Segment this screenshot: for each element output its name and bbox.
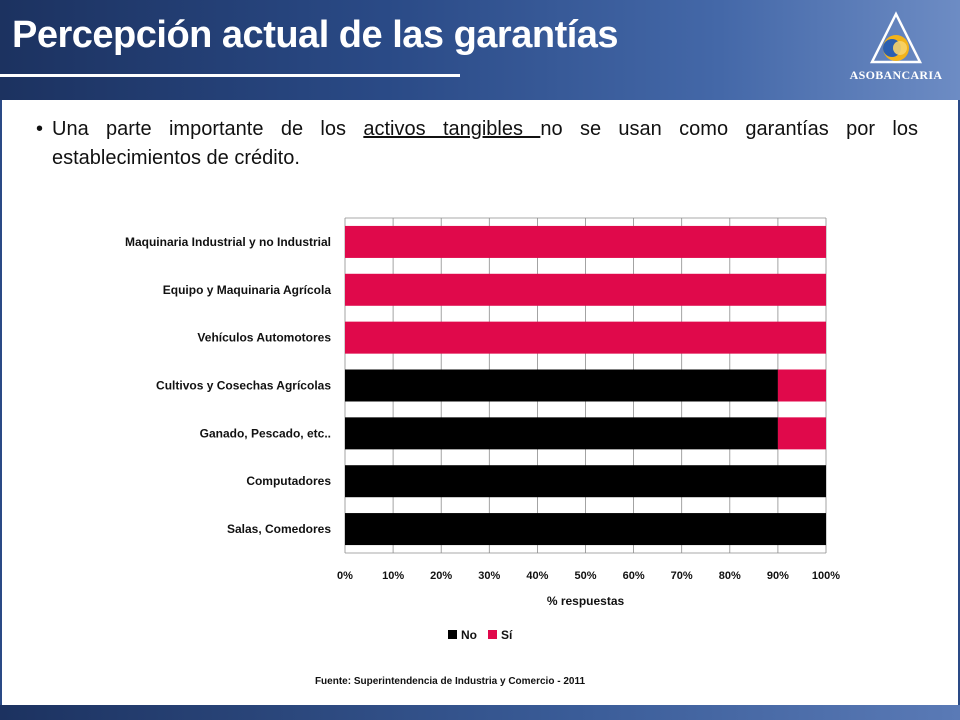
x-tick-label: 70% [671, 570, 693, 582]
category-label: Maquinaria Industrial y no Industrial [125, 235, 331, 249]
bullet-point: • Una parte importante de los activos ta… [36, 115, 918, 173]
bullet-text: Una parte importante de los activos tang… [52, 115, 918, 173]
legend-label: Sí [501, 628, 513, 642]
source-note: Fuente: Superintendencia de Industria y … [314, 676, 586, 687]
logo-emblem-icon [869, 11, 923, 64]
logo-wordmark: ASOBANCARIA [849, 68, 943, 82]
bullet-text-underlined: activos tangibles [363, 118, 541, 140]
category-label: Computadores [246, 474, 331, 488]
bar-no-segment [345, 513, 826, 546]
x-tick-label: 90% [767, 570, 789, 582]
x-tick-label: 60% [623, 570, 645, 582]
x-tick-label: 80% [719, 570, 741, 582]
bar-si-segment [345, 273, 826, 306]
asobancaria-logo: ASOBANCARIA [842, 10, 950, 92]
x-tick-label: 40% [526, 570, 548, 582]
category-label: Cultivos y Cosechas Agrícolas [156, 379, 331, 393]
right-border [958, 100, 960, 705]
bar-no-segment [345, 417, 778, 450]
bullet-text-suffix: no se usan como garantías por los establ… [52, 118, 918, 169]
x-tick-label: 10% [382, 570, 404, 582]
bar-no-segment [345, 465, 826, 498]
category-label: Vehículos Automotores [197, 331, 331, 345]
bar-si-segment [345, 225, 826, 258]
bullet-icon: • [36, 118, 44, 140]
bullet-text-prefix: Una parte importante de los [52, 118, 364, 140]
legend-swatch-no [448, 630, 457, 639]
legend-swatch-si [488, 630, 497, 639]
bar-si-segment [777, 369, 826, 402]
slide-title: Percepción actual de las garantías [12, 14, 619, 56]
bar-si-segment [777, 417, 826, 450]
x-axis-label: % respuestas [547, 594, 625, 608]
legend-label: No [461, 628, 477, 642]
stacked-bar-chart: 0% 10% 20% 30% 40% 50% 60% 70% 80% 90% 100% Maquina… [125, 217, 840, 642]
category-label: Ganado, Pescado, etc.. [200, 426, 331, 440]
slide-footer [0, 705, 960, 720]
x-tick-label: 30% [478, 570, 500, 582]
x-tick-label: 20% [430, 570, 452, 582]
title-underline [0, 74, 460, 77]
slide-header: Percepción actual de las garantías ASOBA… [0, 0, 960, 100]
category-label: Salas, Comedores [227, 522, 331, 536]
x-tick-label: 100% [812, 570, 840, 582]
x-tick-label: 0% [337, 570, 353, 582]
x-tick-label: 50% [574, 570, 596, 582]
bar-no-segment [345, 369, 778, 402]
left-border [0, 100, 2, 705]
category-label: Equipo y Maquinaria Agrícola [163, 283, 332, 297]
bar-si-segment [345, 321, 826, 354]
